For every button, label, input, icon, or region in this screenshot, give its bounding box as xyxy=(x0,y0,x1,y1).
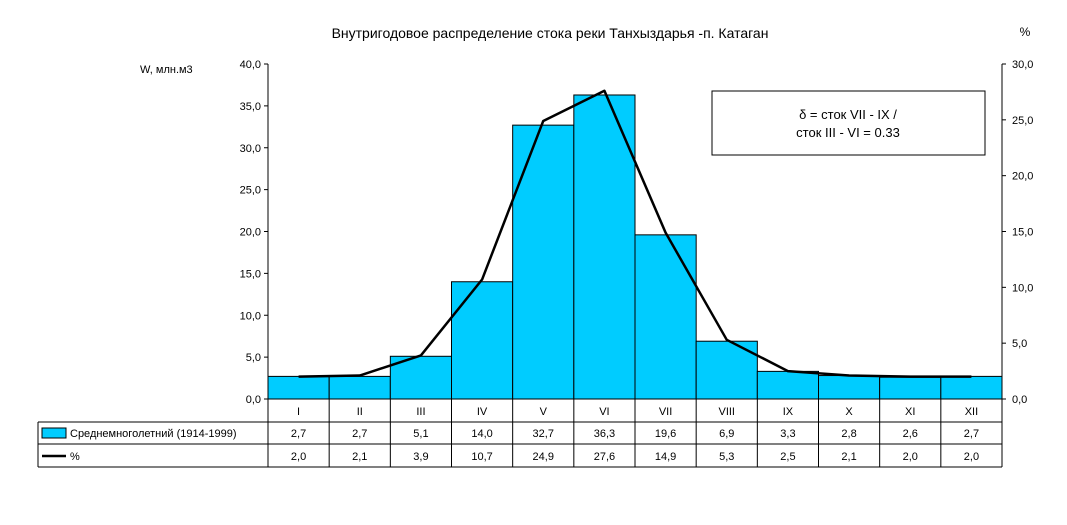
bar xyxy=(818,375,881,400)
y-left-tick-label: 25,0 xyxy=(240,185,261,197)
x-tick-label: VI xyxy=(599,406,609,418)
table-value: 10,7 xyxy=(471,451,492,463)
y-left-tick-label: 40,0 xyxy=(240,59,261,71)
y-left-tick-label: 10,0 xyxy=(240,310,261,322)
table-value: 24,9 xyxy=(533,451,554,463)
table-value: 5,3 xyxy=(719,451,734,463)
table-value: 36,3 xyxy=(594,428,615,440)
bar xyxy=(267,375,330,400)
bar xyxy=(940,375,1003,400)
bar xyxy=(451,281,514,400)
y-left-tick-label: 30,0 xyxy=(240,143,261,155)
y-right-tick-label: 10,0 xyxy=(1012,282,1033,294)
y-axis-left-label: W, млн.м3 xyxy=(140,64,193,76)
data-table: I II III IV V VI VII VIII IX X XI XIIСреднемноголет… xyxy=(37,399,1003,468)
x-tick-label: IX xyxy=(783,406,794,418)
table-value: 27,6 xyxy=(594,451,615,463)
y-left-tick-label: 20,0 xyxy=(240,227,261,239)
bar xyxy=(634,234,697,400)
line-series xyxy=(298,89,972,378)
y-axis-right-label: % xyxy=(1020,25,1031,39)
series-line xyxy=(298,89,972,378)
bar xyxy=(328,375,391,400)
table-value: 2,0 xyxy=(291,451,306,463)
table-value: 5,1 xyxy=(413,428,428,440)
y-right-tick-label: 30,0 xyxy=(1012,59,1033,71)
bar-series xyxy=(267,94,1003,400)
x-tick-label: III xyxy=(416,406,425,418)
table-value: 6,9 xyxy=(719,428,734,440)
table-value: 2,6 xyxy=(903,428,918,440)
table-value: 2,7 xyxy=(352,428,367,440)
bar xyxy=(756,370,819,400)
legend-bar-swatch xyxy=(41,427,67,439)
x-tick-label: II xyxy=(357,406,363,418)
table-value: 14,0 xyxy=(471,428,492,440)
table-value: 14,9 xyxy=(655,451,676,463)
x-tick-label: VIII xyxy=(718,406,735,418)
legend-bar-label: Среднемноголетний (1914-1999) xyxy=(70,428,237,440)
x-tick-label: IV xyxy=(477,406,488,418)
bar xyxy=(573,94,636,400)
y-axis-left-ticks: 0,0 5,0 10,0 15,0 20,0 25,0 30,0 35,0 40,0 xyxy=(240,59,268,406)
annotation-line-1: δ = сток VII - IX / xyxy=(799,107,897,122)
bar xyxy=(512,124,575,400)
y-right-tick-label: 5,0 xyxy=(1012,338,1027,350)
x-tick-label: I xyxy=(297,406,300,418)
x-tick-label: X xyxy=(845,406,853,418)
table-value: 2,8 xyxy=(841,428,856,440)
table-value: 19,6 xyxy=(655,428,676,440)
table-value: 2,1 xyxy=(352,451,367,463)
y-left-tick-label: 5,0 xyxy=(246,352,261,364)
annotation-line-2: сток III - VI = 0.33 xyxy=(796,125,900,140)
table-value: 2,5 xyxy=(780,451,795,463)
y-left-tick-label: 15,0 xyxy=(240,268,261,280)
table-value: 32,7 xyxy=(533,428,554,440)
table-value: 3,9 xyxy=(413,451,428,463)
x-tick-label: XII xyxy=(965,406,978,418)
y-left-tick-label: 35,0 xyxy=(240,101,261,113)
x-tick-label: V xyxy=(540,406,548,418)
y-left-tick-label: 0,0 xyxy=(246,394,261,406)
x-tick-label: XI xyxy=(905,406,915,418)
table-value: 3,3 xyxy=(780,428,795,440)
y-right-tick-label: 15,0 xyxy=(1012,227,1033,239)
table-value: 2,0 xyxy=(903,451,918,463)
y-axis-right-ticks: 0,0 5,0 10,0 15,0 20,0 25,0 30,0 xyxy=(1002,59,1033,406)
x-tick-label: VII xyxy=(659,406,672,418)
annotation-box: δ = сток VII - IX / сток III - VI = 0.33 xyxy=(711,90,986,156)
table-value: 2,7 xyxy=(291,428,306,440)
table-value: 2,0 xyxy=(964,451,979,463)
y-right-tick-label: 20,0 xyxy=(1012,171,1033,183)
table-value: 2,7 xyxy=(964,428,979,440)
y-right-tick-label: 0,0 xyxy=(1012,394,1027,406)
table-value: 2,1 xyxy=(841,451,856,463)
chart-title: Внутригодовое распределение стока реки Т… xyxy=(332,25,769,41)
legend-line-label: % xyxy=(70,451,80,463)
y-right-tick-label: 25,0 xyxy=(1012,115,1033,127)
bar xyxy=(879,376,942,400)
